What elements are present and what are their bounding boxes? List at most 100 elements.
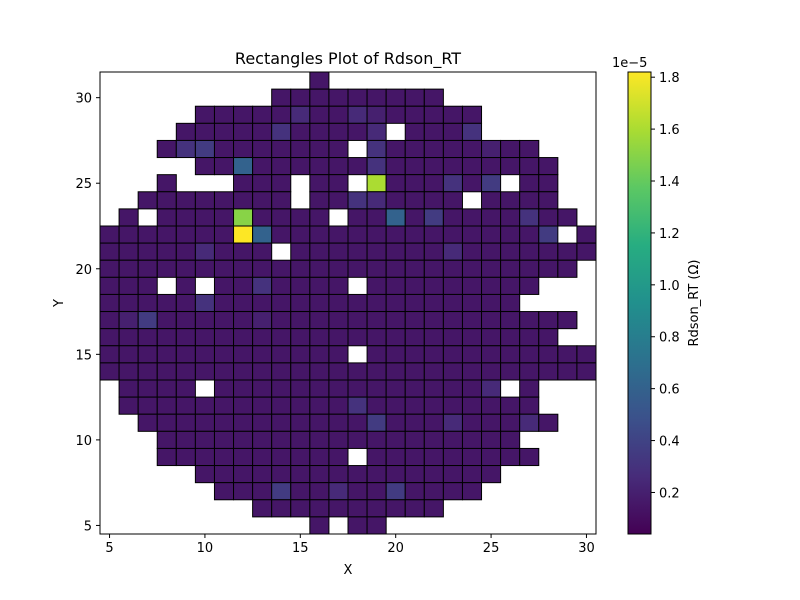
heatmap-cell (156, 293, 177, 313)
heatmap-cell (385, 311, 406, 330)
heatmap-cell (366, 225, 387, 244)
heatmap-cell (347, 88, 368, 107)
colorbar-tick-label: 0.2 (659, 486, 680, 501)
heatmap-cell (156, 345, 177, 364)
heatmap-cell (385, 345, 406, 364)
heatmap-cell (156, 139, 177, 159)
heatmap-cell (118, 396, 139, 415)
heatmap-cell (252, 157, 273, 176)
heatmap-cell (309, 516, 330, 534)
heatmap-cell (175, 259, 196, 278)
heatmap-cell (404, 105, 425, 124)
heatmap-cell (481, 174, 502, 193)
heatmap-cell (404, 328, 425, 347)
heatmap-cell (481, 447, 502, 467)
heatmap-cell (366, 345, 387, 364)
heatmap-cell (271, 328, 292, 347)
heatmap-cell (118, 208, 139, 227)
heatmap-cell (271, 447, 292, 467)
heatmap-cell (309, 139, 330, 159)
heatmap-cell (519, 328, 540, 347)
heatmap-cell (252, 242, 273, 261)
heatmap-cell (309, 122, 330, 141)
heatmap-cell (347, 328, 368, 347)
heatmap-cell (118, 328, 139, 347)
heatmap-cell (156, 259, 177, 278)
heatmap-cell (442, 482, 463, 501)
heatmap-cell (519, 396, 540, 415)
heatmap-cell (290, 157, 311, 176)
heatmap-cell (404, 242, 425, 261)
heatmap-cell (385, 499, 406, 518)
heatmap-cell (461, 482, 483, 501)
heatmap-cell (194, 311, 215, 330)
heatmap-cell (366, 88, 387, 107)
heatmap-cell (347, 499, 368, 518)
heatmap-cell (461, 208, 483, 227)
heatmap-cell (385, 413, 406, 432)
heatmap-cell (461, 362, 483, 381)
heatmap-cell (213, 362, 235, 381)
heatmap-cell (347, 482, 368, 501)
y-tick-label: 15 (75, 348, 92, 363)
heatmap-cell (309, 208, 330, 227)
heatmap-cell (233, 396, 254, 415)
heatmap-cell (233, 191, 254, 210)
colorbar-tick-label: 1.0 (659, 279, 680, 294)
heatmap-cell (461, 139, 483, 159)
heatmap-cell (175, 430, 196, 449)
heatmap-cell (137, 293, 158, 313)
heatmap-cell (328, 482, 349, 501)
heatmap-cell (481, 259, 502, 278)
heatmap-cell (347, 293, 368, 313)
heatmap-cell (576, 362, 596, 381)
heatmap-cell (461, 157, 483, 176)
heatmap-cell (156, 174, 177, 193)
heatmap-cell (442, 396, 463, 415)
heatmap-cell (328, 157, 349, 176)
heatmap-cell (538, 174, 559, 193)
heatmap-cell (252, 122, 273, 141)
heatmap-cell (252, 259, 273, 278)
heatmap-cell (233, 174, 254, 193)
heatmap-cell (519, 345, 540, 364)
heatmap-cell (309, 276, 330, 295)
heatmap-cell (538, 259, 559, 278)
heatmap-cell (271, 139, 292, 159)
heatmap-cell (461, 259, 483, 278)
colorbar-offset-text: 1e−5 (612, 56, 647, 71)
heatmap-cell (233, 311, 254, 330)
heatmap-cell (442, 259, 463, 278)
heatmap-cell (442, 430, 463, 449)
heatmap-cell (404, 465, 425, 484)
colorbar-label: Rdson_RT (Ω) (687, 260, 702, 347)
heatmap-cell (271, 499, 292, 518)
heatmap-cell (442, 139, 463, 159)
heatmap-cell (366, 191, 387, 210)
heatmap-cell (271, 345, 292, 364)
heatmap-cell (366, 413, 387, 432)
heatmap-cell (290, 413, 311, 432)
heatmap-cell (423, 396, 444, 415)
heatmap-cell (194, 208, 215, 227)
heatmap-cell (366, 465, 387, 484)
heatmap-cell (328, 430, 349, 449)
heatmap-cell (366, 396, 387, 415)
heatmap-cell (404, 208, 425, 227)
heatmap-cell (347, 259, 368, 278)
heatmap-cell (519, 413, 540, 432)
heatmap-cell (194, 225, 215, 244)
heatmap-cell (175, 225, 196, 244)
heatmap-cell (538, 311, 559, 330)
heatmap-cell (290, 208, 311, 227)
heatmap-cell (252, 396, 273, 415)
heatmap-cell (404, 157, 425, 176)
heatmap-cell (290, 88, 311, 107)
colorbar-tick-label: 1.8 (659, 71, 680, 86)
heatmap-cell (137, 225, 158, 244)
heatmap-cell (347, 516, 368, 534)
heatmap-cell (194, 157, 215, 176)
heatmap-cell (290, 139, 311, 159)
heatmap-cell (328, 139, 349, 159)
